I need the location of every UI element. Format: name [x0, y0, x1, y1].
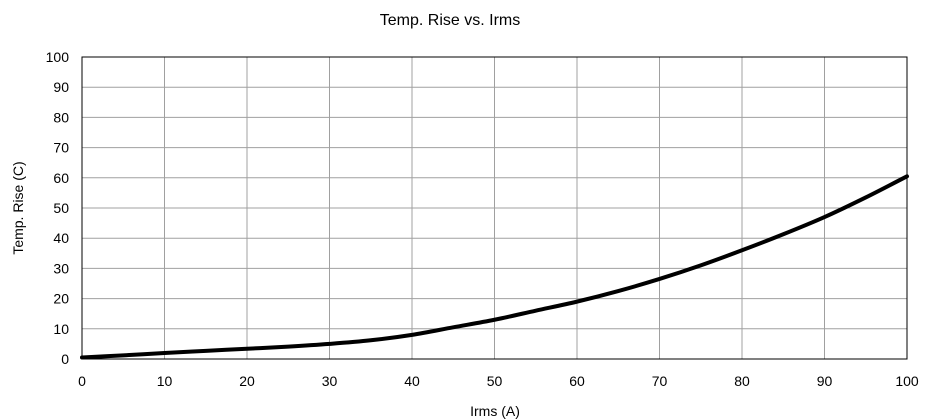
y-tick-label-5: 50	[53, 200, 69, 216]
x-tick-label-5: 50	[487, 373, 503, 389]
chart-title: Temp. Rise vs. Irms	[380, 12, 520, 29]
x-tick-label-0: 0	[78, 373, 86, 389]
y-tick-label-8: 80	[53, 109, 69, 125]
x-tick-label-3: 30	[322, 373, 338, 389]
y-tick-label-4: 40	[53, 230, 69, 246]
series-line	[80, 174, 909, 360]
x-tick-label-9: 90	[817, 373, 833, 389]
y-tick-label-0: 0	[61, 351, 69, 367]
x-tick-label-6: 60	[569, 373, 585, 389]
x-axis-label: Irms (A)	[470, 403, 520, 419]
x-tick-label-2: 20	[239, 373, 255, 389]
x-tick-label-10: 100	[895, 373, 919, 389]
grid	[81, 56, 908, 360]
y-tick-label-6: 60	[53, 170, 69, 186]
y-tick-label-1: 10	[53, 321, 69, 337]
y-tick-label-3: 30	[53, 260, 69, 276]
x-tick-label-7: 70	[652, 373, 668, 389]
y-tick-label-9: 90	[53, 79, 69, 95]
y-tick-labels: 0 10 20 30 40 50 60 70 80 90 100	[46, 49, 70, 367]
y-tick-label-2: 20	[53, 291, 69, 307]
y-tick-label-10: 100	[46, 49, 70, 65]
x-tick-label-4: 40	[404, 373, 420, 389]
x-tick-labels: 0 10 20 30 40 50 60 70 80 90 100	[78, 373, 919, 389]
x-tick-label-8: 80	[734, 373, 750, 389]
plot-frame	[81, 56, 908, 360]
y-tick-label-7: 70	[53, 140, 69, 156]
y-axis-label: Temp. Rise (C)	[10, 161, 26, 254]
x-tick-label-1: 10	[157, 373, 173, 389]
